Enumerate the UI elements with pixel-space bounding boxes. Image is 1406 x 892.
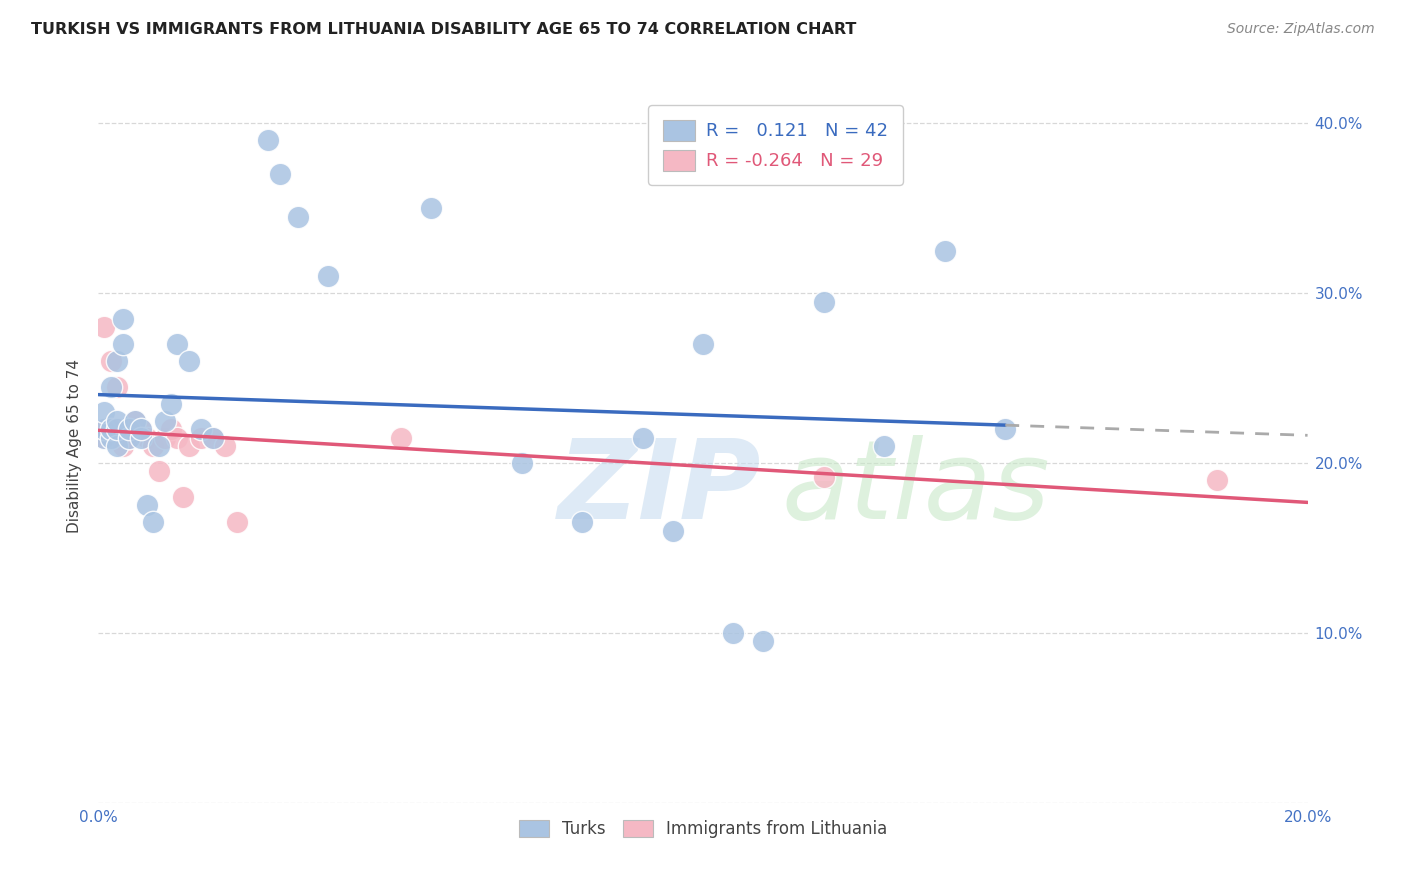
Point [287, 210, 309, 224]
Point [994, 422, 1017, 436]
Point [269, 167, 291, 181]
Point [934, 244, 956, 258]
Point [100, 430, 122, 444]
Point [135, 499, 157, 513]
Point [631, 430, 654, 444]
Point [118, 430, 141, 444]
Point [111, 311, 134, 326]
Point [105, 430, 128, 444]
Point [93, 405, 115, 419]
Point [256, 133, 278, 147]
Point [105, 354, 128, 368]
Point [389, 430, 412, 444]
Point [100, 422, 122, 436]
Point [571, 516, 593, 530]
Point [1206, 473, 1229, 487]
Point [100, 354, 122, 368]
Point [142, 439, 165, 453]
Point [752, 634, 775, 648]
Point [190, 422, 212, 436]
Text: Source: ZipAtlas.com: Source: ZipAtlas.com [1227, 22, 1375, 37]
Point [93, 422, 115, 436]
Point [202, 430, 225, 444]
Point [420, 201, 443, 215]
Point [93, 430, 115, 444]
Point [148, 439, 170, 453]
Point [118, 422, 141, 436]
Text: ZIP: ZIP [558, 435, 762, 542]
Text: atlas: atlas [782, 435, 1050, 542]
Point [129, 430, 152, 444]
Point [105, 413, 128, 427]
Point [118, 430, 141, 444]
Point [124, 413, 146, 427]
Point [692, 337, 714, 351]
Point [100, 422, 122, 436]
Point [142, 516, 165, 530]
Point [813, 294, 835, 309]
Point [873, 439, 896, 453]
Point [111, 439, 134, 453]
Y-axis label: Disability Age 65 to 74: Disability Age 65 to 74 [67, 359, 83, 533]
Point [105, 439, 128, 453]
Point [153, 413, 176, 427]
Point [723, 626, 745, 640]
Point [510, 456, 533, 470]
Point [190, 430, 212, 444]
Point [172, 490, 194, 504]
Point [93, 422, 115, 436]
Point [179, 354, 201, 368]
Point [129, 422, 152, 436]
Point [100, 379, 122, 393]
Point [93, 430, 115, 444]
Point [179, 439, 201, 453]
Point [100, 430, 122, 444]
Point [111, 430, 134, 444]
Point [105, 379, 128, 393]
Point [226, 516, 249, 530]
Point [124, 413, 146, 427]
Point [148, 465, 170, 479]
Legend: Turks, Immigrants from Lithuania: Turks, Immigrants from Lithuania [512, 813, 894, 845]
Point [105, 422, 128, 436]
Point [129, 422, 152, 436]
Text: TURKISH VS IMMIGRANTS FROM LITHUANIA DISABILITY AGE 65 TO 74 CORRELATION CHART: TURKISH VS IMMIGRANTS FROM LITHUANIA DIS… [31, 22, 856, 37]
Point [111, 337, 134, 351]
Point [105, 422, 128, 436]
Point [214, 439, 236, 453]
Point [160, 422, 183, 436]
Point [202, 430, 225, 444]
Point [135, 430, 157, 444]
Point [93, 320, 115, 334]
Point [166, 430, 188, 444]
Point [316, 269, 339, 284]
Point [153, 430, 176, 444]
Point [166, 337, 188, 351]
Point [813, 469, 835, 483]
Point [160, 396, 183, 410]
Point [661, 524, 683, 538]
